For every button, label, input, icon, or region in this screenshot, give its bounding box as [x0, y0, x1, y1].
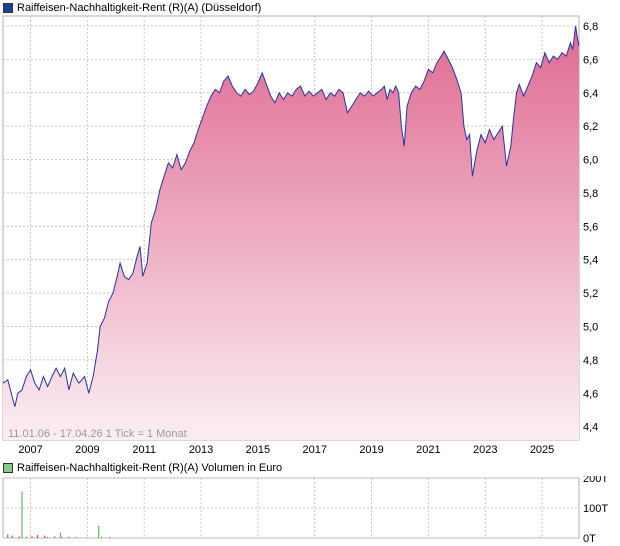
- y-tick-label: 5,8: [583, 188, 598, 200]
- volume-legend: Raiffeisen-Nachhaltigkeit-Rent (R)(A) Vo…: [3, 462, 282, 474]
- price-legend: Raiffeisen-Nachhaltigkeit-Rent (R)(A) (D…: [3, 2, 261, 14]
- y-tick-label: 5,2: [583, 288, 598, 300]
- range-info: 11.01.06 - 17.04.26 1 Tick = 1 Monat: [8, 428, 187, 440]
- x-tick-label: 2011: [132, 444, 156, 456]
- volume-y-tick-label: 100T: [583, 503, 608, 515]
- y-tick-label: 4,4: [583, 422, 598, 434]
- price-chart: 4,4 4,6 4,8 5,0 5,2 5,4 5,6 5,8 6,0 6,2 6,4 6,6 6,8 2…: [2, 15, 598, 456]
- volume-y-tick-label: 0T: [583, 533, 596, 545]
- x-tick-label: 2013: [189, 444, 213, 456]
- y-tick-label: 4,6: [583, 388, 598, 400]
- y-tick-label: 5,0: [583, 321, 598, 333]
- price-swatch: [3, 3, 13, 13]
- y-tick-label: 6,6: [583, 54, 598, 66]
- y-tick-label: 5,6: [583, 221, 598, 233]
- x-tick-label: 2019: [359, 444, 383, 456]
- y-tick-label: 6,2: [583, 121, 598, 133]
- x-tick-label: 2021: [416, 444, 440, 456]
- x-tick-label: 2025: [530, 444, 554, 456]
- volume-swatch: [3, 463, 13, 473]
- y-tick-label: 6,0: [583, 155, 598, 167]
- x-tick-label: 2017: [302, 444, 326, 456]
- x-tick-label: 2009: [75, 444, 99, 456]
- y-tick-label: 6,4: [583, 88, 598, 100]
- volume-y-tick-label: 200T: [583, 476, 608, 485]
- volume-chart: 0T 100T 200T: [2, 476, 608, 545]
- price-legend-label: Raiffeisen-Nachhaltigkeit-Rent (R)(A) (D…: [17, 2, 262, 14]
- price-line: [2, 25, 580, 407]
- y-tick-label: 6,8: [583, 21, 598, 33]
- y-tick-label: 5,4: [583, 255, 598, 267]
- y-tick-label: 4,8: [583, 355, 598, 367]
- price-area: [3, 26, 579, 440]
- x-tick-label: 2007: [18, 444, 42, 456]
- volume-legend-label: Raiffeisen-Nachhaltigkeit-Rent (R)(A) Vo…: [17, 462, 283, 474]
- x-tick-label: 2015: [246, 444, 270, 456]
- x-tick-label: 2023: [473, 444, 497, 456]
